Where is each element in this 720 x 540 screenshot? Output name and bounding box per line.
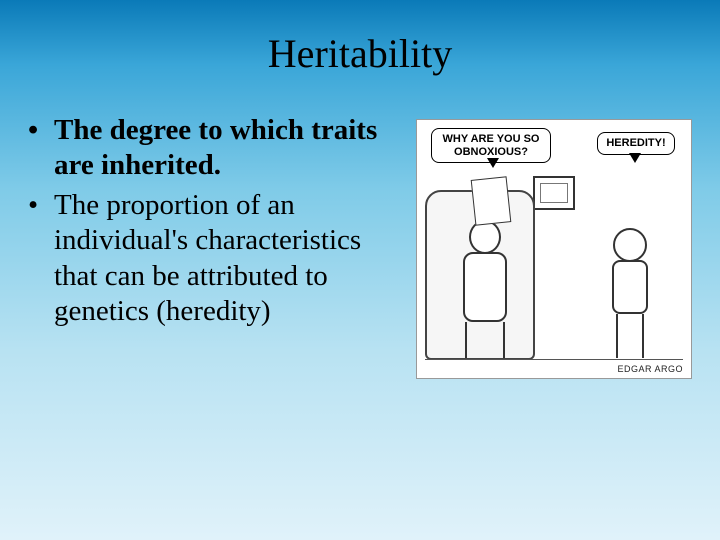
slide-title: Heritability xyxy=(0,18,720,97)
boy-figure-icon xyxy=(597,228,663,358)
slide: Heritability The degree to which traits … xyxy=(0,0,720,540)
bullet-list: The degree to which traits are inherited… xyxy=(28,113,398,379)
content-row: The degree to which traits are inherited… xyxy=(0,97,720,379)
woman-figure-icon xyxy=(445,208,525,358)
cartoon-panel: WHY ARE YOU SO OBNOXIOUS? HEREDITY! EDGA… xyxy=(416,119,692,379)
wall-picture-icon xyxy=(533,176,575,210)
speech-bubble-right: HEREDITY! xyxy=(597,132,675,155)
bubble-tail-icon xyxy=(629,153,641,163)
bubble-tail-icon xyxy=(487,158,499,168)
paper-sheet-icon xyxy=(471,176,512,226)
bullet-item: The degree to which traits are inherited… xyxy=(28,113,398,184)
top-accent-bar xyxy=(0,0,720,18)
bullet-text: The degree to which traits are inherited… xyxy=(54,114,377,181)
bullet-text: The proportion of an individual's charac… xyxy=(54,189,361,327)
artist-signature: EDGAR ARGO xyxy=(617,364,683,374)
bullet-item: The proportion of an individual's charac… xyxy=(28,188,398,330)
floor-line-icon xyxy=(425,359,683,360)
